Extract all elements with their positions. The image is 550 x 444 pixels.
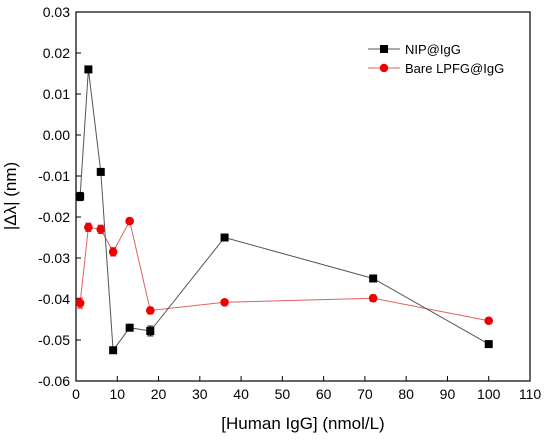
x-tick-label: 40 <box>233 386 249 402</box>
x-tick-label: 60 <box>316 386 332 402</box>
legend-label-bare: Bare LPFG@IgG <box>405 61 504 76</box>
x-tick-label: 20 <box>151 386 167 402</box>
y-tick-label: -0.02 <box>38 209 70 225</box>
series-line-bare <box>79 219 489 322</box>
data-point-bare <box>125 216 134 226</box>
y-tick-label: -0.04 <box>38 291 70 307</box>
y-tick-label: 0.01 <box>43 86 70 102</box>
x-axis-title: [Human IgG] (nmol/L) <box>221 414 384 433</box>
x-tick-label: 90 <box>440 386 456 402</box>
data-point-nip <box>146 326 155 335</box>
data-point-nip <box>125 323 134 332</box>
legend-marker-nip <box>380 45 388 53</box>
x-tick-label: 0 <box>72 386 80 402</box>
data-point-bare <box>484 316 494 326</box>
data-point-bare <box>84 222 93 232</box>
legend: NIP@IgG Bare LPFG@IgG <box>368 42 504 76</box>
x-tick-label: 80 <box>398 386 414 402</box>
data-point-bare <box>368 293 378 303</box>
data-point-nip <box>484 340 493 349</box>
data-point-bare <box>96 225 106 234</box>
data-point-nip <box>220 233 229 242</box>
y-tick-label: -0.03 <box>38 250 70 266</box>
y-tick-label: 0.00 <box>43 127 70 143</box>
series-bare <box>75 216 494 326</box>
y-tick-label: -0.06 <box>38 373 70 389</box>
data-point-nip <box>96 167 105 176</box>
x-tick-label: 70 <box>357 386 373 402</box>
plot-frame <box>75 11 531 382</box>
data-point-nip <box>369 274 378 283</box>
data-point-nip <box>109 346 118 355</box>
y-axis-title: |Δλ| (nm) <box>1 162 20 230</box>
data-point-nip <box>76 192 85 201</box>
x-tick-label: 10 <box>109 386 125 402</box>
axis-ticks: 0 10 20 30 40 50 60 70 80 90 100 110 0.03 0.02 0.01 0.0… <box>38 4 541 402</box>
series-layer <box>75 65 494 355</box>
data-point-bare <box>220 297 229 307</box>
x-tick-label: 50 <box>275 386 291 402</box>
y-tick-label: -0.01 <box>38 168 70 184</box>
y-tick-label: 0.02 <box>43 45 70 61</box>
x-tick-label: 30 <box>192 386 208 402</box>
y-tick-label: -0.05 <box>38 332 70 348</box>
y-tick-label: 0.03 <box>43 4 70 20</box>
series-nip <box>76 65 493 355</box>
data-point-bare <box>108 247 118 257</box>
x-tick-label: 100 <box>477 386 501 402</box>
series-line-nip <box>79 69 489 352</box>
legend-marker-bare <box>379 63 389 73</box>
data-point-nip <box>84 65 93 74</box>
data-point-bare <box>145 306 155 315</box>
x-tick-label: 110 <box>519 386 542 402</box>
data-point-bare <box>75 298 85 308</box>
legend-label-nip: NIP@IgG <box>405 42 461 57</box>
